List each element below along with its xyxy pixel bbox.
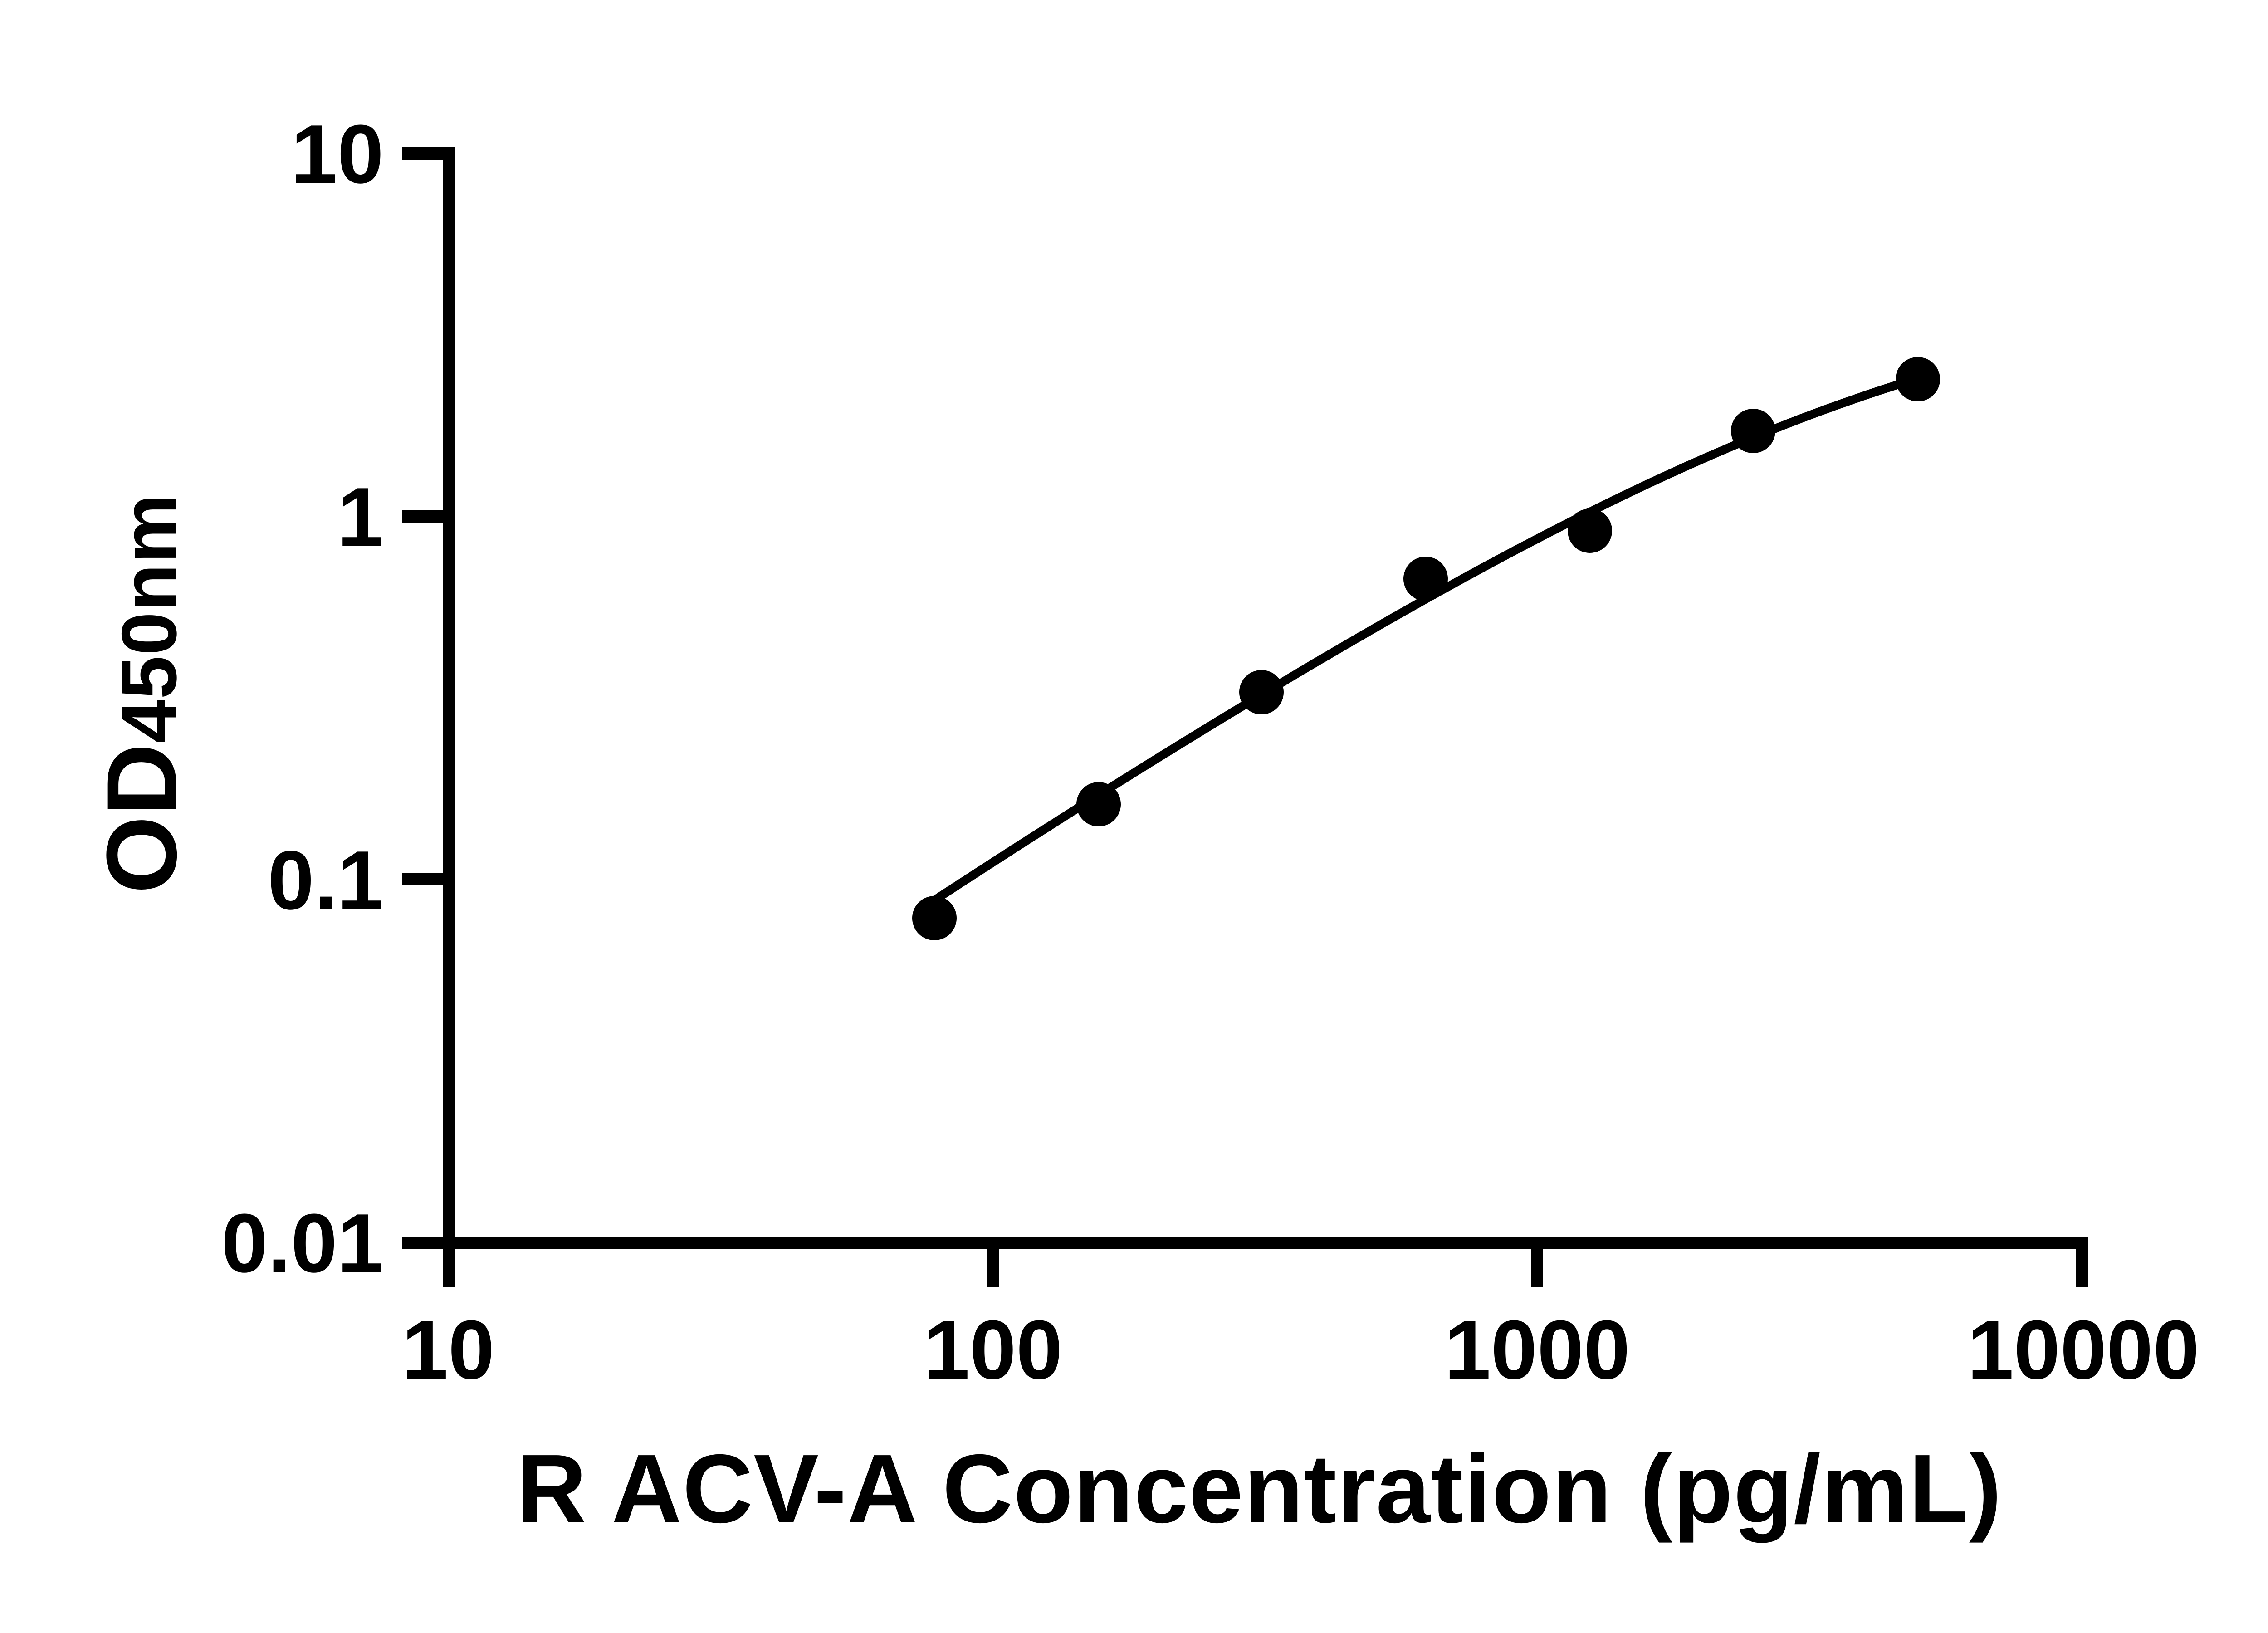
svg-text:100: 100 [924,1303,1063,1396]
svg-text:10: 10 [402,1303,495,1396]
svg-text:10000: 10000 [1967,1303,2200,1396]
svg-text:0.01: 0.01 [221,1196,384,1290]
svg-text:10: 10 [291,107,384,200]
svg-text:1: 1 [337,470,384,563]
svg-text:OD450nm: OD450nm [86,494,197,894]
svg-text:0.1: 0.1 [268,833,384,927]
svg-text:R ACV-A Concentration (pg/mL): R ACV-A Concentration (pg/mL) [516,1434,2002,1543]
svg-text:1000: 1000 [1444,1303,1630,1396]
